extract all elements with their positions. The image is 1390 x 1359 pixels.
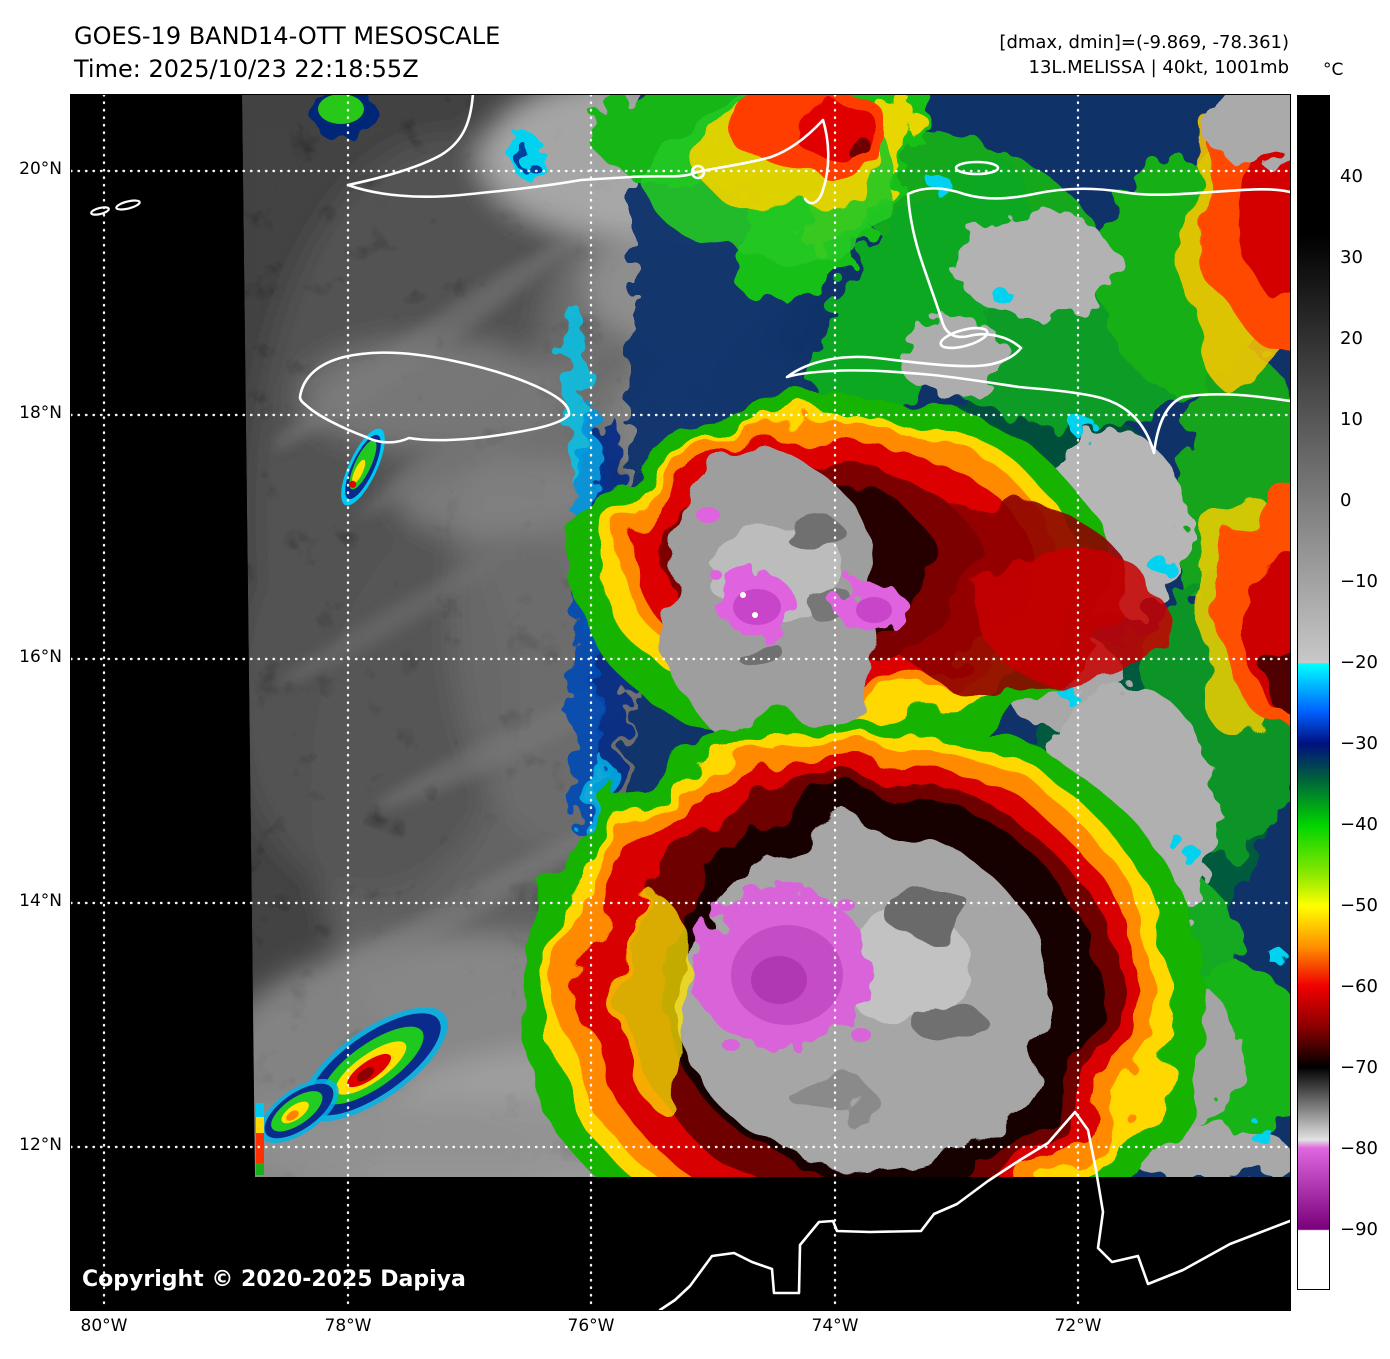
coastline-hispaniola-south bbox=[785, 346, 1290, 455]
colorbar-tick: −90 bbox=[1340, 1219, 1378, 1240]
lon-label: 78°W bbox=[324, 1316, 372, 1336]
coastline-caymans bbox=[90, 199, 141, 216]
coastline-gonave bbox=[939, 326, 989, 350]
colorbar-tick: −50 bbox=[1340, 895, 1378, 916]
cell-sw-of-jamaica bbox=[341, 428, 385, 506]
satellite-plot: Copyright © 2020-2025 Dapiya bbox=[70, 94, 1291, 1311]
colorbar-unit: °C bbox=[1323, 60, 1344, 80]
colorbar-tick: 10 bbox=[1340, 409, 1363, 430]
satellite-scene bbox=[71, 95, 1290, 1310]
annotation-block: [dmax, dmin]=(-9.869, -78.361) 13L.MELIS… bbox=[999, 30, 1289, 80]
copyright: Copyright © 2020-2025 Dapiya bbox=[82, 1267, 466, 1292]
coastline-south-america bbox=[658, 1110, 1290, 1310]
lon-label: 80°W bbox=[80, 1316, 128, 1336]
cell-bottom-left-2 bbox=[259, 1079, 339, 1143]
colorbar-tick: −40 bbox=[1340, 814, 1378, 835]
storm-north-overshoot bbox=[696, 507, 904, 634]
page-title: GOES-19 BAND14-OTT MESOSCALE bbox=[74, 22, 501, 50]
storm-status: 13L.MELISSA | 40kt, 1001mb bbox=[1028, 57, 1290, 78]
colorbar bbox=[1297, 95, 1330, 1290]
colorbar-tick: −60 bbox=[1340, 976, 1378, 997]
swath-edge-cell bbox=[256, 1103, 264, 1175]
lon-label: 74°W bbox=[811, 1316, 859, 1336]
lon-label: 76°W bbox=[567, 1316, 615, 1336]
imagery-swath bbox=[242, 95, 1290, 1177]
colorbar-tick: −10 bbox=[1340, 571, 1378, 592]
timestamp: Time: 2025/10/23 22:18:55Z bbox=[74, 55, 419, 83]
lat-label: 20°N bbox=[19, 159, 62, 179]
graticule bbox=[71, 95, 1290, 1310]
lat-label: 18°N bbox=[19, 403, 62, 423]
colorbar-tick: 0 bbox=[1340, 490, 1352, 511]
colorbar-tick: −70 bbox=[1340, 1057, 1378, 1078]
colorbar-tick: −30 bbox=[1340, 733, 1378, 754]
coastline-hispaniola-north bbox=[906, 187, 1290, 350]
colorbar-tick: −20 bbox=[1340, 652, 1378, 673]
coastlines bbox=[90, 95, 1290, 1310]
coastline-tortuga bbox=[954, 160, 1000, 176]
storm-south-overshoot bbox=[693, 887, 871, 1051]
lat-label: 16°N bbox=[19, 647, 62, 667]
colorbar-tick: 20 bbox=[1340, 328, 1363, 349]
coastline-cuba bbox=[346, 95, 830, 205]
title-block: GOES-19 BAND14-OTT MESOSCALE Time: 2025/… bbox=[74, 20, 500, 86]
lat-label: 14°N bbox=[19, 891, 62, 911]
cell-top-edge bbox=[307, 95, 379, 137]
coastline-jamaica bbox=[298, 351, 571, 444]
coastline-cuba-islet bbox=[690, 164, 706, 180]
colorbar-tick: 40 bbox=[1340, 166, 1363, 187]
lat-label: 12°N bbox=[19, 1135, 62, 1155]
colorbar-tick: −80 bbox=[1340, 1138, 1378, 1159]
lon-label: 72°W bbox=[1054, 1316, 1102, 1336]
dmax-dmin-readout: [dmax, dmin]=(-9.869, -78.361) bbox=[999, 32, 1289, 53]
colorbar-tick: 30 bbox=[1340, 247, 1363, 268]
